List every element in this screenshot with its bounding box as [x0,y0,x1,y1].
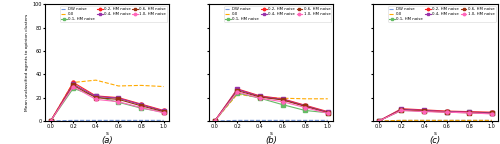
X-axis label: s: s [434,131,437,136]
Text: (a): (a) [102,136,113,144]
Text: (c): (c) [430,136,441,144]
Legend: DW noise, 0.0, 0.1, HM noise, 0.2, HM noise, 0.4, HM noise, 0.6, HM noise, 1.0, : DW noise, 0.0, 0.1, HM noise, 0.2, HM no… [224,6,332,22]
X-axis label: s: s [270,131,272,136]
Y-axis label: Mean unclassified agents to opinion clusters: Mean unclassified agents to opinion clus… [26,14,30,111]
Text: (b): (b) [266,136,277,144]
X-axis label: s: s [106,131,108,136]
Legend: DW noise, 0.0, 0.1, HM noise, 0.2, HM noise, 0.4, HM noise, 0.6, HM noise, 1.0, : DW noise, 0.0, 0.1, HM noise, 0.2, HM no… [60,6,168,22]
Legend: DW noise, 0.0, 0.1, HM noise, 0.2, HM noise, 0.4, HM noise, 0.6, HM noise, 1.0, : DW noise, 0.0, 0.1, HM noise, 0.2, HM no… [388,6,496,22]
